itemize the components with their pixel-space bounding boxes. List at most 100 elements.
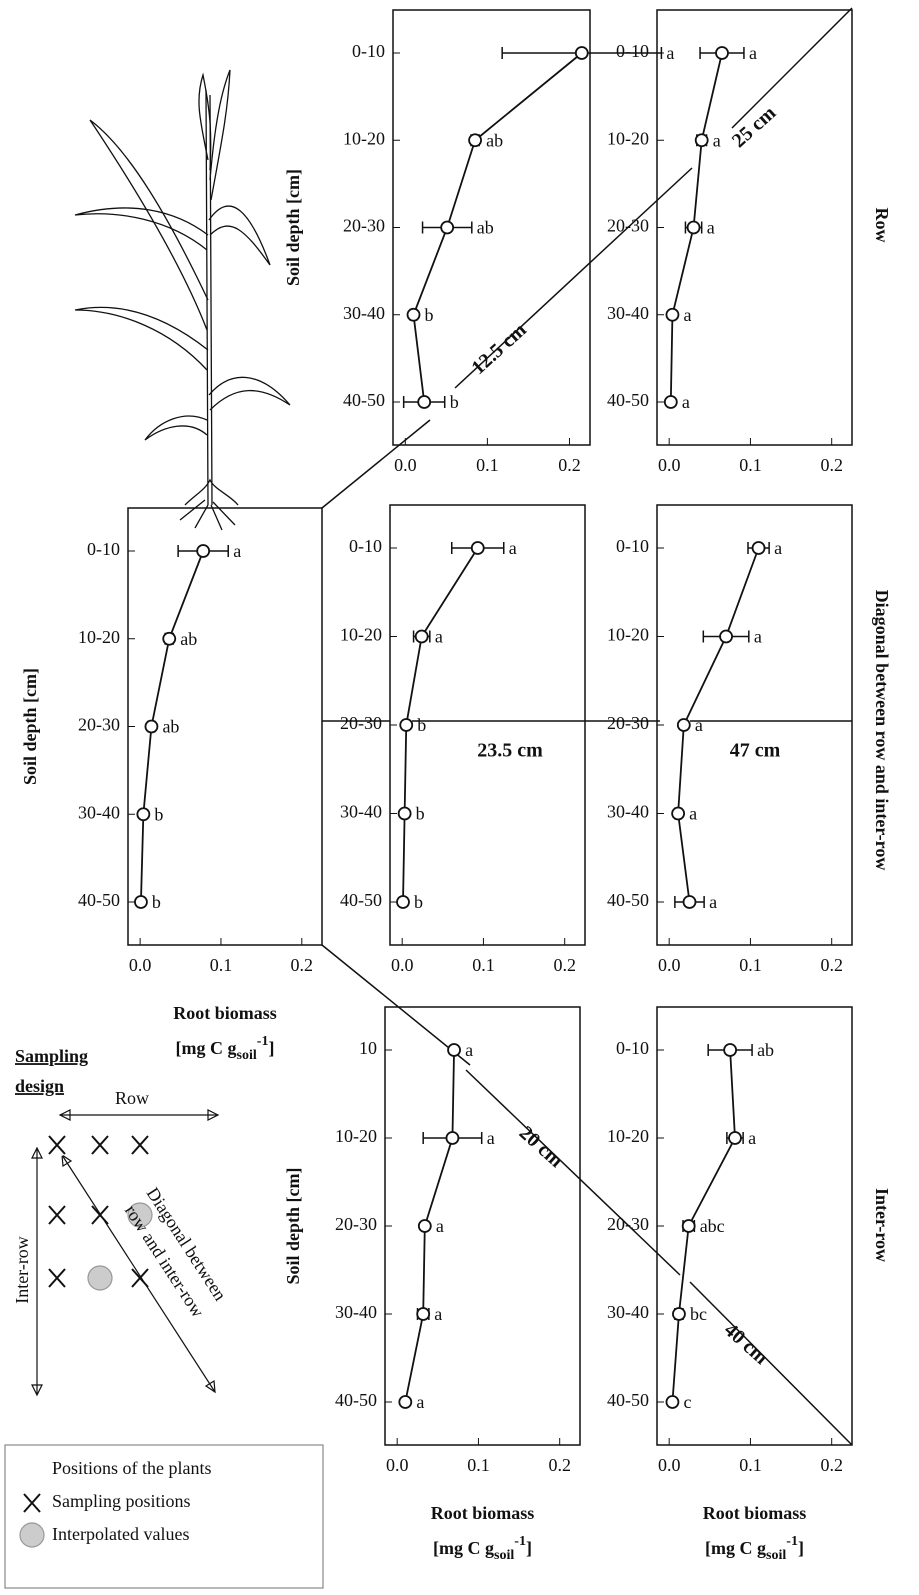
data-point <box>663 395 678 409</box>
data-point <box>468 133 482 148</box>
x-tick-label: 0.0 <box>394 455 417 475</box>
significance-letter: ab <box>486 130 503 150</box>
distance-label: 25 cm <box>728 102 781 152</box>
design-row-label: Row <box>115 1088 149 1108</box>
x-axis-unit: [mg C gsoil-1] <box>176 1034 275 1063</box>
legend-label: Positions of the plants <box>52 1458 212 1478</box>
unit-sub: soil <box>494 1548 514 1563</box>
design-inter-row-label: Inter-row <box>12 1236 32 1304</box>
data-point <box>719 629 733 644</box>
data-point <box>196 544 211 558</box>
significance-letter: ab <box>162 717 179 737</box>
x-axis-label: Root biomass <box>703 1503 807 1523</box>
x-tick-label: 0.2 <box>291 955 314 975</box>
y-tick-label: 30-40 <box>607 1302 649 1322</box>
y-tick-label: 0-10 <box>616 1038 649 1058</box>
distance-label: 40 cm <box>720 1319 773 1369</box>
distance-label: 20 cm <box>515 1122 568 1172</box>
y-axis-label: Soil depth [cm] <box>20 668 40 785</box>
significance-letter: a <box>748 1128 756 1148</box>
x-tick-label: 0.2 <box>548 1455 571 1475</box>
significance-letter: ab <box>477 218 494 238</box>
y-tick-label: 20-30 <box>78 715 120 735</box>
significance-letter: b <box>425 305 434 325</box>
data-point <box>144 719 159 734</box>
y-tick-label: 20-30 <box>335 1214 377 1234</box>
x-tick-label: 0.0 <box>658 455 681 475</box>
data-point <box>574 46 589 60</box>
x-tick-label: 0.0 <box>658 955 681 975</box>
y-tick-label: 10-20 <box>607 1126 649 1146</box>
data-point <box>417 395 432 409</box>
y-tick-label: 10 <box>359 1038 377 1058</box>
data-point <box>682 895 697 909</box>
y-axis-label: Soil depth [cm] <box>283 1168 303 1285</box>
data-point <box>686 220 701 235</box>
significance-letter: b <box>154 804 163 824</box>
data-point <box>681 1219 696 1233</box>
profile-line <box>402 547 479 903</box>
y-tick-label: 40-50 <box>607 890 649 910</box>
y-tick-label: 10-20 <box>607 625 649 645</box>
connector-lines <box>321 7 853 1446</box>
y-tick-label: 20-30 <box>343 216 385 236</box>
y-tick-label: 10-20 <box>340 625 382 645</box>
unit-sup: -1 <box>786 1534 798 1549</box>
unit-sup: -1 <box>257 1034 269 1049</box>
x-tick-label: 0.1 <box>476 455 499 475</box>
x-tick-label: 0.0 <box>129 955 152 975</box>
significance-letter: a <box>774 538 782 558</box>
unit-text: [mg C g <box>705 1538 766 1558</box>
y-tick-label: 0-10 <box>616 536 649 556</box>
y-tick-label: 30-40 <box>78 802 120 822</box>
data-point <box>134 895 148 909</box>
y-tick-label: 20-30 <box>607 1214 649 1234</box>
significance-letter: a <box>509 538 517 558</box>
group-label: Diagonal between row and inter-row <box>872 590 892 871</box>
y-tick-label: 30-40 <box>607 802 649 822</box>
data-point <box>665 307 680 322</box>
x-tick-label: 0.2 <box>820 455 843 475</box>
unit-sub: soil <box>766 1548 786 1563</box>
unit-text: ] <box>798 1538 804 1558</box>
significance-letter: a <box>465 1040 473 1060</box>
y-tick-label: 40-50 <box>78 890 120 910</box>
significance-letter: a <box>689 804 697 824</box>
y-tick-label: 20-30 <box>340 713 382 733</box>
data-point <box>715 46 729 60</box>
data-point <box>398 1395 413 1409</box>
data-point <box>440 220 455 235</box>
unit-text: [mg C g <box>433 1538 494 1558</box>
data-point <box>417 1219 432 1233</box>
unit-text: ] <box>268 1038 274 1058</box>
x-axis-unit: [mg C gsoil-1] <box>433 1534 532 1563</box>
x-tick-label: 0.1 <box>739 1455 762 1475</box>
significance-letter: a <box>695 715 703 735</box>
distance-label: 12.5 cm <box>467 319 531 379</box>
y-tick-label: 40-50 <box>335 1390 377 1410</box>
data-point <box>671 806 686 821</box>
y-tick-label: 40-50 <box>607 390 649 410</box>
y-tick-label: 20-30 <box>607 216 649 236</box>
data-point <box>672 1307 686 1321</box>
data-point <box>676 718 691 732</box>
y-tick-label: 30-40 <box>335 1302 377 1322</box>
data-point <box>447 1043 461 1057</box>
significance-letter: bc <box>690 1304 707 1324</box>
x-tick-label: 0.1 <box>467 1455 490 1475</box>
y-tick-label: 10-20 <box>343 128 385 148</box>
y-tick-label: 0-10 <box>352 41 385 61</box>
x-tick-label: 0.0 <box>658 1455 681 1475</box>
significance-letter: a <box>709 892 717 912</box>
significance-letter: a <box>436 1216 444 1236</box>
significance-letter: b <box>416 804 425 824</box>
significance-letter: a <box>682 392 690 412</box>
significance-letter: a <box>233 541 241 561</box>
y-tick-label: 10-20 <box>78 627 120 647</box>
y-tick-label: 10-20 <box>607 128 649 148</box>
significance-letter: a <box>707 218 715 238</box>
y-tick-label: 30-40 <box>607 303 649 323</box>
distance-label: 47 cm <box>730 740 781 762</box>
x-tick-label: 0.2 <box>558 455 581 475</box>
